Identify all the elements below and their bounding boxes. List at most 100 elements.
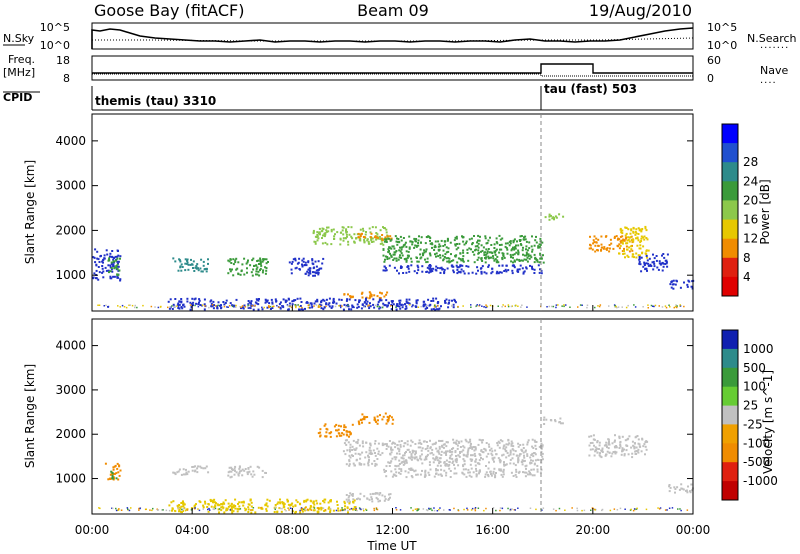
velocity-noise-point [354, 509, 357, 511]
velocity-scatter-point [588, 444, 591, 447]
power-scatter-point [495, 261, 498, 264]
power-scatter-point [237, 261, 240, 264]
power-scatter-point [325, 302, 328, 305]
power-scatter-point [405, 307, 408, 310]
power-scatter-point [460, 259, 463, 262]
power-noise-point [451, 304, 454, 306]
power-scatter-point [366, 238, 369, 241]
power-scatter-point [477, 234, 480, 237]
velocity-noise-point [197, 508, 199, 510]
power-scatter-point [290, 268, 293, 271]
velocity-scatter-point [281, 501, 284, 504]
velocity-scatter-point [358, 444, 361, 447]
velocity-scatter-point [312, 506, 315, 509]
power-noise-point [675, 304, 677, 306]
power-noise-point [296, 304, 298, 306]
power-scatter-point [186, 297, 189, 300]
velocity-scatter-point [495, 472, 497, 474]
power-scatter-point [413, 237, 416, 240]
velocity-scatter-point [232, 510, 235, 513]
velocity-scatter-point [238, 467, 241, 470]
freq-panel: Freq. [MHz] 18 8 Nave ···· 60 0 [3, 53, 788, 89]
power-colorbar-swatch [722, 276, 738, 297]
power-scatter-point [419, 253, 422, 256]
velocity-noise-point [168, 509, 171, 512]
velocity-scatter-point [385, 465, 388, 468]
velocity-scatter-point [317, 508, 320, 511]
velocity-scatter-point [511, 448, 514, 451]
velocity-scatter-point [411, 468, 414, 471]
velocity-scatter-point [487, 475, 490, 478]
power-scatter-point [640, 240, 643, 242]
velocity-scatter-point [530, 454, 533, 456]
velocity-noise-point [433, 507, 435, 509]
power-scatter-point [672, 279, 675, 282]
velocity-scatter-point [554, 419, 556, 422]
power-scatter-point [368, 307, 371, 310]
velocity-scatter-point [435, 441, 437, 444]
velocity-scatter-point [355, 458, 358, 461]
velocity-ytick-label: 4000 [55, 339, 86, 353]
velocity-noise-point [576, 507, 578, 510]
power-scatter-point [499, 271, 502, 274]
power-scatter-point [423, 300, 426, 303]
power-scatter-point [93, 256, 96, 259]
velocity-scatter-point [246, 471, 249, 474]
velocity-scatter-point [383, 499, 386, 502]
power-scatter-point [485, 242, 488, 245]
velocity-scatter-point [405, 476, 408, 479]
power-scatter-point [525, 254, 528, 257]
velocity-scatter-point [464, 438, 467, 441]
power-scatter-point [96, 250, 99, 253]
power-scatter-point [207, 262, 209, 265]
power-noise-point [497, 305, 499, 307]
power-scatter-point [447, 238, 449, 241]
power-scatter-point [589, 235, 591, 238]
velocity-scatter-point [173, 472, 176, 475]
power-scatter-point [548, 213, 551, 216]
power-scatter-point [348, 233, 351, 236]
power-scatter-point [380, 299, 383, 302]
velocity-scatter-point [229, 504, 232, 507]
power-scatter-point [405, 260, 408, 263]
velocity-scatter-point [621, 447, 624, 450]
velocity-scatter-point [250, 501, 253, 504]
velocity-scatter-point [493, 460, 495, 463]
power-scatter-point [450, 260, 453, 262]
power-scatter-point [388, 302, 390, 305]
velocity-scatter-point [344, 426, 347, 429]
velocity-scatter-point [501, 454, 504, 457]
power-scatter-point [452, 259, 455, 262]
velocity-scatter-point [487, 443, 490, 446]
velocity-scatter-point [596, 440, 599, 442]
power-scatter-point [113, 257, 115, 259]
velocity-scatter-point [503, 463, 505, 466]
velocity-scatter-point [496, 444, 499, 447]
velocity-scatter-point [523, 456, 526, 459]
power-scatter-point [624, 237, 627, 240]
power-scatter-point [342, 233, 345, 236]
power-noise-point [485, 306, 487, 309]
velocity-noise-point [422, 508, 425, 510]
power-scatter-point [316, 239, 319, 242]
power-scatter-point [421, 265, 424, 268]
velocity-scatter-point [238, 472, 241, 475]
power-scatter-point [117, 273, 120, 276]
power-scatter-point [647, 264, 650, 267]
velocity-scatter-point [309, 507, 312, 510]
velocity-colorbar-tick: 1000 [743, 342, 774, 356]
velocity-noise-point [466, 509, 469, 511]
power-scatter-point [494, 253, 497, 256]
velocity-scatter-point [423, 458, 426, 461]
power-noise-point [317, 306, 320, 308]
power-scatter-point [437, 308, 440, 311]
velocity-scatter-point [501, 475, 504, 478]
velocity-scatter-point [390, 446, 393, 449]
velocity-scatter-point [534, 444, 537, 447]
power-scatter-point [597, 238, 600, 241]
power-scatter-point [396, 303, 399, 306]
velocity-scatter-point [492, 458, 495, 461]
velocity-scatter-point [612, 451, 615, 453]
velocity-scatter-point [389, 461, 392, 464]
velocity-scatter-point [501, 440, 504, 443]
